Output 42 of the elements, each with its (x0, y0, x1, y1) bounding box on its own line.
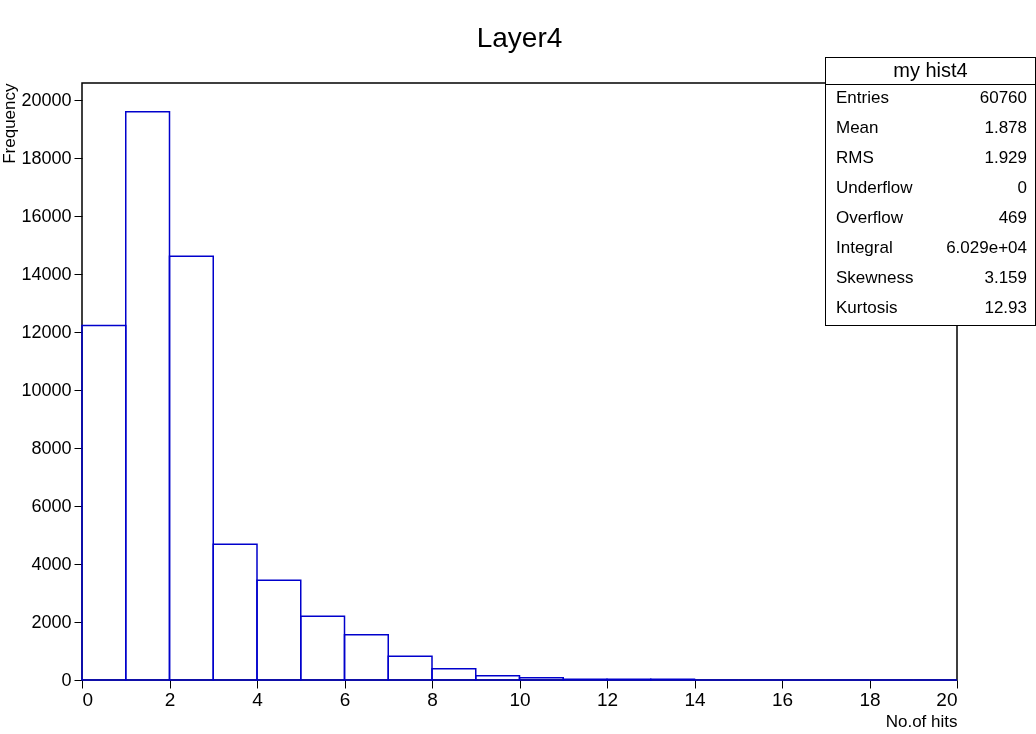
annotation: Entries (836, 88, 889, 109)
x-tick-label: 10 (509, 688, 531, 710)
y-tick-label: 18000 (21, 147, 72, 168)
text: 60760 (979, 88, 1027, 109)
chart-title: Layer4 (476, 22, 563, 53)
text: 12.93 (984, 298, 1027, 319)
x-axis-title: No.of hits (885, 711, 958, 731)
y-tick-label: 4000 (31, 553, 72, 574)
x-tick-label: 4 (252, 688, 264, 710)
x-tick-label: 2 (164, 688, 176, 710)
y-tick-label: 12000 (21, 321, 72, 342)
y-tick-label: 16000 (21, 205, 72, 226)
y-tick-label: 10000 (21, 379, 72, 400)
x-tick-label: 0 (82, 688, 94, 710)
annotation: RMS (836, 148, 874, 169)
annotation: Mean (836, 118, 879, 139)
annotation: Overflow (836, 208, 904, 229)
y-tick-label: 14000 (21, 263, 72, 284)
y-axis-title: Frequency (0, 83, 19, 164)
text: 0 (1017, 178, 1027, 199)
x-tick-label: 20 (936, 688, 958, 710)
text: 3.159 (984, 268, 1027, 289)
annotation: 6.029e+04 (946, 238, 1027, 259)
x-tick-label: 18 (859, 688, 881, 710)
annotation: Integral (836, 238, 893, 259)
text: my hist4 (826, 58, 1035, 85)
y-tick-label: 0 (61, 669, 72, 690)
text: 1.878 (984, 118, 1027, 139)
annotation: Underflow (836, 178, 913, 199)
text: 1.929 (984, 148, 1027, 169)
x-tick-label: 16 (771, 688, 794, 710)
y-tick-label: 2000 (31, 611, 72, 632)
annotation: Kurtosis (836, 298, 898, 319)
x-tick-label: 6 (339, 688, 351, 710)
y-tick-label: 20000 (21, 89, 72, 110)
annotation: Skewness (836, 268, 914, 289)
x-tick-label: 8 (427, 688, 438, 710)
x-tick-label: 12 (596, 688, 619, 710)
y-tick-label: 8000 (31, 437, 72, 458)
x-tick-label: 14 (684, 688, 706, 710)
y-tick-label: 6000 (31, 495, 72, 516)
text: 469 (998, 208, 1027, 229)
